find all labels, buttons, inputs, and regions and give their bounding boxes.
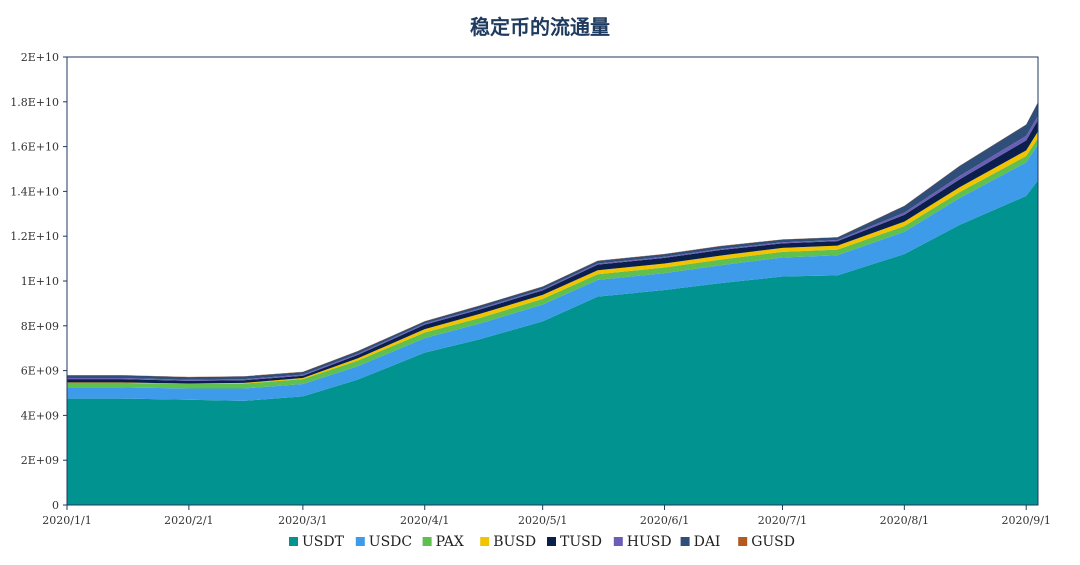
- legend-item-busd: BUSD: [480, 534, 536, 550]
- plot-area: [67, 102, 1038, 505]
- legend-item-usdt: USDT: [289, 534, 345, 550]
- y-tick-label: 1.4E+10: [10, 185, 59, 198]
- axes: 0 2E+09 4E+09 6E+09 8E+09 1E+10 1.2E+10 1.4E+10…: [10, 51, 1051, 527]
- legend-swatch: [480, 537, 490, 546]
- y-tick-label: 1.2E+10: [10, 230, 59, 243]
- y-tick-label: 1E+10: [21, 275, 59, 288]
- legend-item-dai: DAI: [680, 534, 721, 550]
- area-series-usdt: [67, 180, 1038, 505]
- x-tick-label: 2020/4/1: [400, 514, 449, 527]
- x-tick-label: 2020/3/1: [278, 514, 327, 527]
- y-tick-label: 1.8E+10: [10, 96, 59, 109]
- legend: USDT USDC PAX BUSD TUSD HUSD DAI GUSD: [289, 534, 795, 550]
- legend-label: TUSD: [560, 534, 602, 550]
- legend-label: HUSD: [627, 534, 672, 550]
- legend-item-tusd: TUSD: [547, 534, 602, 550]
- legend-swatch: [355, 537, 365, 546]
- chart-title: 稳定币的流通量: [470, 15, 610, 39]
- x-tick-label: 2020/5/1: [518, 514, 567, 527]
- legend-label: USDT: [302, 534, 345, 550]
- y-tick-label: 8E+09: [21, 320, 59, 333]
- legend-swatch: [422, 537, 432, 546]
- x-tick-label: 2020/9/1: [1002, 514, 1051, 527]
- x-tick-label: 2020/2/1: [164, 514, 213, 527]
- legend-label: DAI: [694, 534, 721, 550]
- area-series-usdc: [67, 144, 1038, 401]
- x-tick-label: 2020/1/1: [42, 514, 91, 527]
- y-tick-label: 2E+10: [21, 51, 59, 64]
- legend-label: USDC: [369, 534, 412, 550]
- x-tick-label: 2020/8/1: [880, 514, 929, 527]
- legend-label: BUSD: [493, 534, 536, 550]
- legend-item-pax: PAX: [422, 534, 464, 550]
- y-tick-label: 4E+09: [21, 409, 59, 422]
- y-tick-label: 1.6E+10: [10, 141, 59, 154]
- legend-label: PAX: [436, 534, 464, 550]
- legend-item-gusd: GUSD: [738, 534, 795, 550]
- y-tick-label: 0: [52, 499, 59, 512]
- legend-swatch: [289, 537, 298, 546]
- y-tick-label: 6E+09: [21, 365, 59, 378]
- legend-item-husd: HUSD: [613, 534, 672, 550]
- legend-label: GUSD: [751, 534, 795, 550]
- x-tick-label: 2020/7/1: [758, 514, 807, 527]
- x-tick-label: 2020/6/1: [640, 514, 689, 527]
- legend-item-usdc: USDC: [355, 534, 412, 550]
- legend-swatch: [738, 537, 748, 546]
- y-tick-label: 2E+09: [21, 454, 59, 467]
- legend-swatch: [613, 537, 623, 546]
- legend-swatch: [547, 537, 556, 546]
- legend-swatch: [680, 537, 690, 546]
